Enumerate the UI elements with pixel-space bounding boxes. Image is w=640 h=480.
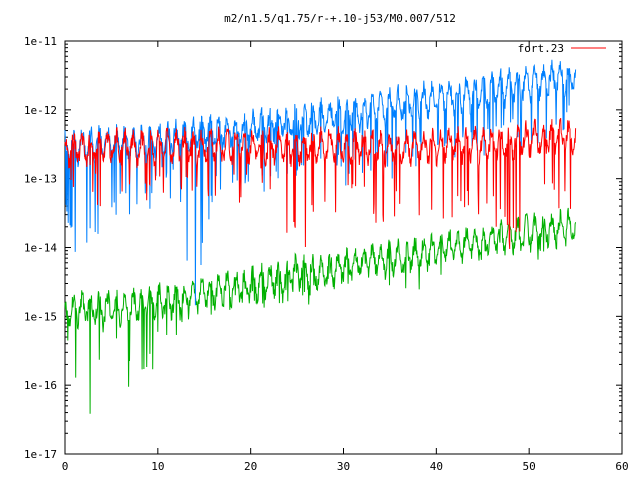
y-tick-label: 1e-13 [24, 173, 57, 186]
x-tick-label: 30 [337, 460, 350, 473]
x-tick-label: 0 [62, 460, 69, 473]
x-tick-label: 10 [151, 460, 164, 473]
legend: fort.23 [518, 42, 606, 55]
chart-title: m2/n1.5/q1.75/r-+.10-j53/M0.007/512 [224, 12, 456, 25]
plot-lines [64, 59, 577, 414]
y-tick-label: 1e-11 [24, 35, 57, 48]
y-tick-label: 1e-12 [24, 104, 57, 117]
x-tick-label: 50 [523, 460, 536, 473]
series-line-1 [64, 118, 577, 250]
legend-label-fort-23: fort.23 [518, 42, 564, 55]
axes: 0 10 20 30 40 50 60 1e-17 1e-16 1e-15 1e-14 1e-13 1e… [24, 35, 629, 473]
series-line-3 [64, 207, 577, 414]
x-tick-label: 20 [244, 460, 257, 473]
x-tick-label: 40 [430, 460, 443, 473]
y-tick-label: 1e-16 [24, 379, 57, 392]
y-tick-label: 1e-14 [24, 242, 57, 255]
y-tick-label: 1e-17 [24, 448, 57, 461]
x-tick-label: 60 [615, 460, 628, 473]
y-tick-label: 1e-15 [24, 310, 57, 323]
